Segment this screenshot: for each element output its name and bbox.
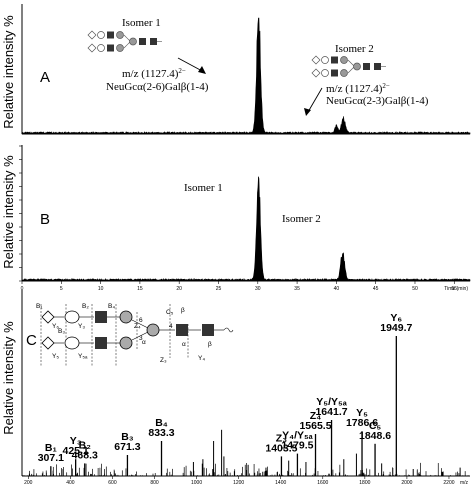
svg-text:B₁: B₁	[36, 303, 43, 310]
svg-text:β: β	[208, 341, 212, 348]
panel-b-xunit: Time (min)	[444, 286, 468, 292]
panel-b-xtick-label: 55	[451, 286, 457, 292]
svg-text:C₅: C₅	[166, 309, 174, 316]
panel-b-ylabel: Relative intensity %	[1, 155, 16, 269]
panel-a-isomer2-arrow	[307, 87, 323, 113]
glycan-fragmentation-structure-icon: B₁ B₂ B₃ B₄ Y₆ Y₅ Y₅ₐ Y₃ Y₄ β Z₄ Z₃ C₅ α…	[36, 303, 234, 366]
panel-c-xtick-label: 2000	[401, 480, 412, 484]
panel-b-xtick-label: 30	[255, 286, 261, 292]
panel-a-isomer1-linkage: NeuGcα(2-6)Galβ(1-4)	[106, 81, 209, 93]
svg-text:Y₄: Y₄	[198, 355, 205, 362]
fragment-name-label: Y₆	[390, 312, 402, 324]
fragment-name-label: B₂	[79, 439, 92, 451]
svg-text:4: 4	[169, 323, 173, 330]
svg-text:Z₄: Z₄	[134, 323, 141, 330]
fragment-name-label: C₅	[369, 420, 382, 432]
panel-b-isomer1-label: Isomer 1	[184, 182, 223, 194]
svg-text:B₄: B₄	[108, 303, 115, 310]
panel-a-isomer2-linkage: NeuGcα(2-3)Galβ(1-4)	[326, 95, 429, 107]
svg-text:B₂: B₂	[82, 303, 89, 310]
panel-c-ylabel: Relative intensity %	[1, 321, 16, 435]
panel-a-isomer1-label: Isomer 1	[122, 17, 161, 29]
fragment-name-label: Y₄/Y₅ₐ	[282, 430, 313, 442]
panel-a-isomer1-mz: m/z (1127.4)2−	[122, 67, 186, 80]
fragment-mz-label: 1641.7	[315, 406, 347, 418]
panel-c-xtick-label: 1000	[191, 480, 202, 484]
svg-text:Y₆: Y₆	[52, 323, 59, 330]
svg-text:Y₃: Y₃	[78, 323, 85, 330]
panel-c-xtick-label: 600	[108, 480, 117, 484]
panel-c-xtick-label: 1600	[317, 480, 328, 484]
svg-text:β: β	[181, 307, 185, 314]
svg-text:B₃: B₃	[58, 328, 65, 335]
panel-c-xtick-label: 800	[150, 480, 159, 484]
panel-c-xticks: 200 400 600 800 1000 1200 1400 1600 1800 2000 2200…	[24, 476, 468, 484]
panel-a: Relative intensity % A Isomer 1 m/z (112…	[1, 4, 471, 135]
fragment-mz-label: 1403.5	[265, 442, 297, 454]
svg-text:6: 6	[139, 317, 143, 324]
panel-c-xtick-label: 1400	[275, 480, 286, 484]
panel-b-xtick-label: 50	[412, 286, 418, 292]
fragment-name-label: Z₄	[310, 410, 321, 422]
panel-b-xtick-label: 10	[98, 286, 104, 292]
fragment-name-label: Y₅	[356, 407, 368, 419]
fragment-mz-label: 425.1	[63, 445, 89, 457]
panel-c-label: C	[26, 332, 37, 349]
panel-b-xtick-label: 20	[176, 286, 182, 292]
panel-a-ylabel: Relative intensity %	[1, 15, 16, 129]
panel-b-xtick-label: 15	[137, 286, 143, 292]
panel-c-xtick-label: 2200	[443, 480, 454, 484]
panel-c-xtick-label: 1200	[233, 480, 244, 484]
fragment-name-label: Y₃	[70, 435, 82, 447]
panel-a-isomer1-arrowhead	[198, 66, 206, 74]
svg-text:α: α	[182, 341, 186, 348]
panel-a-isomer2-mz: m/z (1127.4)2−	[326, 82, 390, 95]
panel-a-isomer2-arrowhead	[304, 108, 311, 116]
panel-b-xtick-label: 40	[334, 286, 340, 292]
glycan-structure-isomer1-icon	[87, 30, 162, 53]
fragment-name-label: B₄	[155, 417, 168, 429]
fragment-name-label: Z₃	[276, 432, 287, 444]
fragment-mz-label: 833.3	[148, 427, 174, 439]
panel-b: Relative intensity % B Isomer 1 Isomer 2…	[1, 145, 471, 292]
svg-text:Y₅ₐ: Y₅ₐ	[78, 353, 88, 360]
panel-c-xtick-label: 200	[24, 480, 33, 484]
fragment-mz-label: 1565.5	[299, 420, 331, 432]
panel-b-xtick-label: 0	[21, 286, 24, 292]
panel-a-label: A	[40, 69, 50, 86]
panel-c-xlabel: m/z	[460, 480, 469, 484]
panel-b-label: B	[40, 211, 50, 228]
svg-text:Z₃: Z₃	[160, 357, 167, 364]
panel-b-yticks	[19, 145, 22, 282]
panel-c-spectrum	[21, 336, 469, 476]
fragment-mz-label: 1848.6	[359, 430, 391, 442]
panel-b-xtick-label: 35	[294, 286, 300, 292]
fragment-mz-label: 307.1	[38, 452, 64, 464]
fragment-mz-label: 1479.5	[281, 440, 313, 452]
panel-b-trace	[21, 176, 471, 282]
fragment-name-label: B₁	[45, 442, 57, 454]
fragment-mz-label: 1786.6	[346, 417, 378, 429]
glycan-structure-isomer2-icon	[311, 55, 386, 78]
svg-text:Y₅: Y₅	[52, 353, 59, 360]
panel-c-xtick-label: 1800	[359, 480, 370, 484]
panel-a-trace	[21, 17, 471, 135]
svg-text:α: α	[142, 339, 146, 346]
svg-text:3: 3	[139, 335, 143, 342]
fragment-mz-label: 1949.7	[380, 322, 412, 334]
panel-b-xtick-label: 5	[60, 286, 63, 292]
panel-a-isomer2-label: Isomer 2	[335, 43, 374, 55]
fragment-name-label: B₃	[121, 431, 134, 443]
fragment-mz-label: 468.3	[72, 449, 98, 461]
panel-c-xtick-label: 400	[66, 480, 75, 484]
panel-c: Relative intensity % C 307.1B₁ 425.1Y₃468…	[1, 290, 470, 484]
panel-b-xtick-label: 25	[216, 286, 222, 292]
panel-b-isomer2-label: Isomer 2	[282, 213, 321, 225]
fragment-mz-label: 671.3	[114, 441, 140, 453]
fragment-name-label: Y₅/Y₅ₐ	[316, 396, 347, 408]
panel-b-xtick-label: 45	[373, 286, 379, 292]
